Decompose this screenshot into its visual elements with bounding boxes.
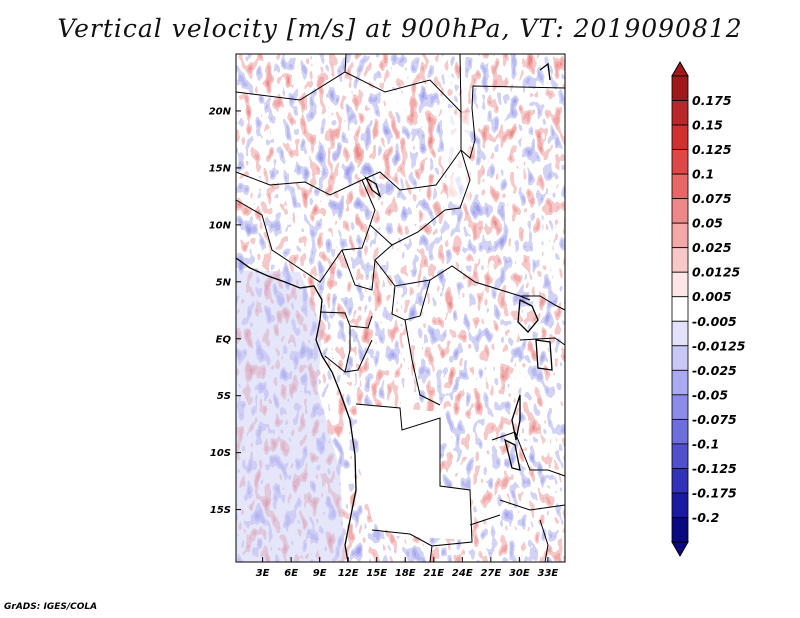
- colorbar-label: 0.0125: [692, 265, 741, 280]
- colorbar-label: -0.005: [692, 314, 737, 329]
- colorbar-label: 0.025: [692, 240, 732, 255]
- colorbar-label: -0.175: [692, 485, 737, 500]
- lat-label: 10N: [209, 220, 232, 231]
- lon-label: 3E: [256, 568, 270, 579]
- colorbar-label: -0.075: [692, 412, 737, 427]
- colorbar-segment: [671, 100, 689, 126]
- colorbar-label: 0.1: [692, 167, 714, 182]
- colorbar-top-arrow: [671, 60, 689, 77]
- colorbar-label: -0.1: [692, 436, 719, 451]
- lon-axis: 3E 6E 9E 12E 15E 18E 21E 24E 27E 30E 33E: [256, 557, 559, 579]
- colorbar-segment: [671, 443, 689, 469]
- grads-credit: GrADS: IGES/COLA: [4, 602, 98, 612]
- colorbar-label: -0.125: [692, 461, 737, 476]
- colorbar-label: -0.2: [692, 510, 719, 525]
- colorbar-label: 0.15: [692, 118, 723, 133]
- colorbar-segment: [671, 394, 689, 420]
- lat-label: EQ: [216, 334, 232, 345]
- colorbar-segment: [671, 418, 689, 445]
- lon-label: 33E: [538, 568, 559, 579]
- lon-label: 6E: [284, 568, 298, 579]
- colorbar-label: 0.125: [692, 142, 732, 157]
- colorbar-segment: [671, 296, 689, 322]
- lon-label: 21E: [423, 568, 444, 579]
- lon-label: 27E: [480, 568, 501, 579]
- colorbar-label: 0.005: [692, 289, 732, 304]
- lat-label: 5N: [216, 277, 232, 288]
- map-title: Vertical velocity [m/s] at 900hPa, VT: 2…: [57, 14, 743, 43]
- colorbar-bottom-arrow: [671, 541, 689, 558]
- lat-label: 10S: [210, 448, 231, 459]
- lat-label: 15N: [209, 163, 232, 174]
- colorbar-segment: [671, 320, 689, 347]
- colorbar-segment: [671, 271, 689, 298]
- lon-label: 9E: [313, 568, 327, 579]
- velocity-field: [236, 54, 565, 562]
- lon-label: 15E: [366, 568, 387, 579]
- colorbar-segment: [671, 468, 689, 494]
- colorbar-segment: [671, 247, 689, 273]
- colorbar: 0.175 0.15 0.125 0.1 0.075 0.05 0.025 0.0125 0.0…: [671, 60, 746, 558]
- colorbar-segment: [671, 222, 689, 249]
- colorbar-segment: [671, 198, 689, 224]
- colorbar-segment: [671, 345, 689, 371]
- colorbar-segment: [671, 517, 689, 543]
- colorbar-label: 0.075: [692, 191, 732, 206]
- colorbar-segment: [671, 369, 689, 396]
- lat-label: 5S: [217, 391, 231, 402]
- lon-label: 30E: [509, 568, 530, 579]
- lat-label: 20N: [209, 106, 232, 117]
- colorbar-label: -0.05: [692, 387, 728, 402]
- colorbar-label: 0.175: [692, 93, 732, 108]
- colorbar-segment: [671, 492, 689, 518]
- colorbar-label: 0.05: [692, 216, 723, 231]
- colorbar-segment: [671, 124, 689, 150]
- colorbar-segment: [671, 75, 689, 101]
- lon-label: 18E: [395, 568, 416, 579]
- colorbar-segment: [671, 149, 689, 175]
- lat-axis: 20N 15N 10N 5N EQ 5S 10S 15S: [209, 106, 241, 516]
- plot-frame: [235, 53, 566, 563]
- country-borders: [235, 53, 566, 563]
- coastlines: [235, 62, 553, 563]
- colorbar-label: -0.025: [692, 363, 737, 378]
- lon-label: 24E: [452, 568, 473, 579]
- lat-label: 15S: [210, 505, 231, 516]
- colorbar-label: -0.0125: [692, 338, 746, 353]
- lon-label: 12E: [338, 568, 359, 579]
- colorbar-segment: [671, 173, 689, 200]
